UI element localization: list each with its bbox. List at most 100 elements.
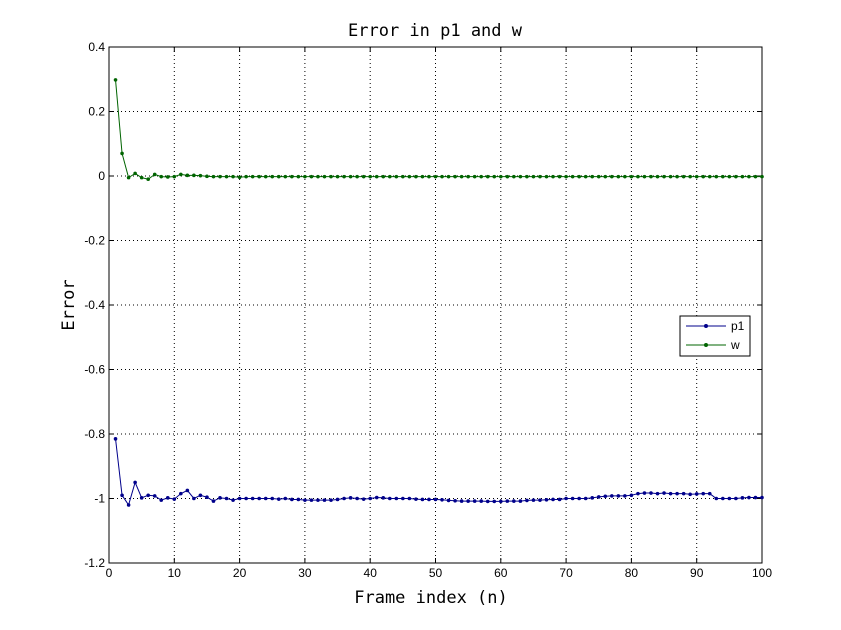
data-point-p1 [420, 497, 425, 502]
data-point-w [583, 174, 588, 179]
data-point-p1 [205, 495, 209, 500]
data-point-p1 [721, 496, 725, 501]
data-point-p1 [570, 496, 575, 501]
x-tick-label: 0 [106, 566, 113, 580]
data-point-w [596, 174, 601, 179]
data-point-p1 [165, 496, 170, 500]
data-point-p1 [446, 498, 451, 503]
data-point-w [250, 174, 255, 179]
data-point-p1 [583, 496, 588, 501]
x-tick-label: 40 [364, 566, 378, 580]
plot-area [109, 47, 762, 563]
data-point-p1 [694, 492, 699, 496]
data-point-w [179, 172, 183, 177]
data-point-w [518, 174, 523, 179]
data-point-p1 [485, 499, 490, 504]
data-point-w [159, 174, 164, 179]
data-point-p1 [531, 498, 536, 502]
data-point-w [309, 174, 314, 179]
data-point-p1 [616, 494, 621, 498]
data-point-w [649, 174, 653, 179]
data-point-w [342, 174, 346, 179]
data-point-w [361, 174, 366, 179]
data-point-p1 [342, 496, 346, 501]
data-point-w [688, 174, 692, 179]
data-point-w [126, 175, 131, 180]
data-point-p1 [113, 437, 118, 441]
data-point-w [616, 174, 621, 179]
data-point-w [192, 173, 196, 178]
data-point-p1 [472, 499, 477, 503]
data-point-p1 [237, 496, 242, 501]
data-point-p1 [198, 493, 203, 498]
legend: p1 w [679, 315, 751, 357]
y-tick-label: 0.4 [88, 40, 105, 54]
series-w [113, 78, 764, 182]
data-point-w [414, 174, 418, 179]
data-point-w [551, 174, 555, 179]
data-point-p1 [276, 497, 281, 501]
data-point-p1 [701, 491, 706, 496]
data-point-w [231, 174, 235, 179]
data-point-w [642, 174, 647, 179]
legend-box [679, 315, 751, 357]
data-point-w [237, 175, 242, 180]
data-point-w [387, 174, 392, 179]
x-tick-label: 30 [298, 566, 312, 580]
data-point-w [440, 174, 444, 179]
data-point-p1 [518, 499, 523, 503]
data-point-w [675, 174, 679, 179]
data-point-w [466, 174, 470, 179]
data-point-w [394, 174, 399, 179]
data-point-w [701, 174, 706, 179]
data-point-p1 [492, 499, 497, 504]
data-point-w [623, 174, 627, 179]
data-point-p1 [734, 496, 738, 501]
data-point-p1 [505, 499, 510, 503]
data-point-w [590, 174, 595, 179]
data-point-w [381, 174, 386, 179]
series-p1 [113, 437, 764, 507]
data-point-w [263, 174, 268, 179]
data-point-p1 [564, 496, 568, 501]
data-point-p1 [250, 496, 255, 501]
data-point-p1 [329, 498, 333, 502]
data-point-p1 [440, 497, 444, 502]
axis-ticks [108, 46, 763, 564]
data-point-p1 [335, 497, 340, 502]
data-point-w [205, 174, 209, 179]
x-tick-label: 20 [233, 566, 247, 580]
data-point-p1 [218, 496, 222, 500]
x-tick-label: 90 [690, 566, 704, 580]
data-point-p1 [407, 496, 412, 501]
data-point-p1 [538, 498, 542, 502]
data-point-p1 [681, 491, 686, 496]
data-point-w [139, 175, 144, 180]
data-point-p1 [714, 496, 719, 501]
data-point-p1 [401, 496, 405, 501]
data-point-w [734, 174, 738, 179]
data-point-p1 [668, 491, 673, 496]
data-point-w [662, 174, 666, 179]
data-point-w [198, 173, 203, 178]
data-point-p1 [427, 497, 431, 502]
data-point-w [577, 174, 581, 179]
data-point-p1 [374, 495, 379, 500]
data-point-p1 [348, 496, 353, 500]
data-point-p1 [433, 497, 438, 502]
data-point-w [603, 174, 608, 179]
data-point-w [185, 173, 190, 178]
data-point-w [211, 174, 216, 179]
data-point-w [727, 174, 732, 179]
data-point-w [570, 174, 575, 179]
data-point-p1 [159, 498, 164, 502]
data-point-w [329, 174, 333, 179]
data-point-p1 [577, 496, 581, 501]
data-point-w [760, 174, 764, 179]
x-tick-label: 10 [168, 566, 182, 580]
data-point-w [636, 174, 640, 179]
data-point-p1 [629, 493, 634, 498]
data-point-w [505, 174, 510, 179]
data-point-w [172, 174, 177, 179]
data-point-p1 [753, 495, 758, 500]
